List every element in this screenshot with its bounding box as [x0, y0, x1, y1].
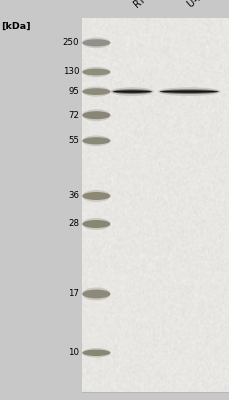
Ellipse shape	[82, 137, 110, 144]
Ellipse shape	[82, 88, 110, 95]
Ellipse shape	[82, 109, 110, 121]
Text: RT-4: RT-4	[131, 0, 153, 10]
Ellipse shape	[82, 111, 110, 119]
Text: 95: 95	[68, 87, 79, 96]
Text: 17: 17	[68, 290, 79, 298]
Ellipse shape	[82, 38, 110, 48]
Ellipse shape	[82, 190, 110, 202]
Ellipse shape	[82, 39, 110, 46]
Text: 28: 28	[68, 220, 79, 228]
Ellipse shape	[159, 89, 218, 94]
Ellipse shape	[82, 69, 110, 75]
Text: 36: 36	[68, 192, 79, 200]
Text: U-251 MG: U-251 MG	[185, 0, 228, 10]
Ellipse shape	[112, 89, 151, 94]
Ellipse shape	[82, 86, 110, 97]
Ellipse shape	[110, 87, 153, 96]
Text: 130: 130	[63, 68, 79, 76]
Ellipse shape	[82, 192, 110, 200]
Text: 55: 55	[68, 136, 79, 145]
Ellipse shape	[82, 135, 110, 146]
Ellipse shape	[82, 350, 110, 356]
Ellipse shape	[82, 218, 110, 230]
Ellipse shape	[112, 90, 151, 93]
Ellipse shape	[157, 87, 220, 96]
Text: 10: 10	[68, 348, 79, 357]
Text: 250: 250	[63, 38, 79, 47]
Text: [kDa]: [kDa]	[1, 22, 31, 31]
Ellipse shape	[82, 287, 110, 301]
Ellipse shape	[159, 90, 218, 93]
Ellipse shape	[82, 220, 110, 228]
Bar	[81, 18, 228, 392]
Text: 72: 72	[68, 111, 79, 120]
Ellipse shape	[82, 290, 110, 298]
Ellipse shape	[82, 67, 110, 77]
Ellipse shape	[82, 348, 110, 358]
